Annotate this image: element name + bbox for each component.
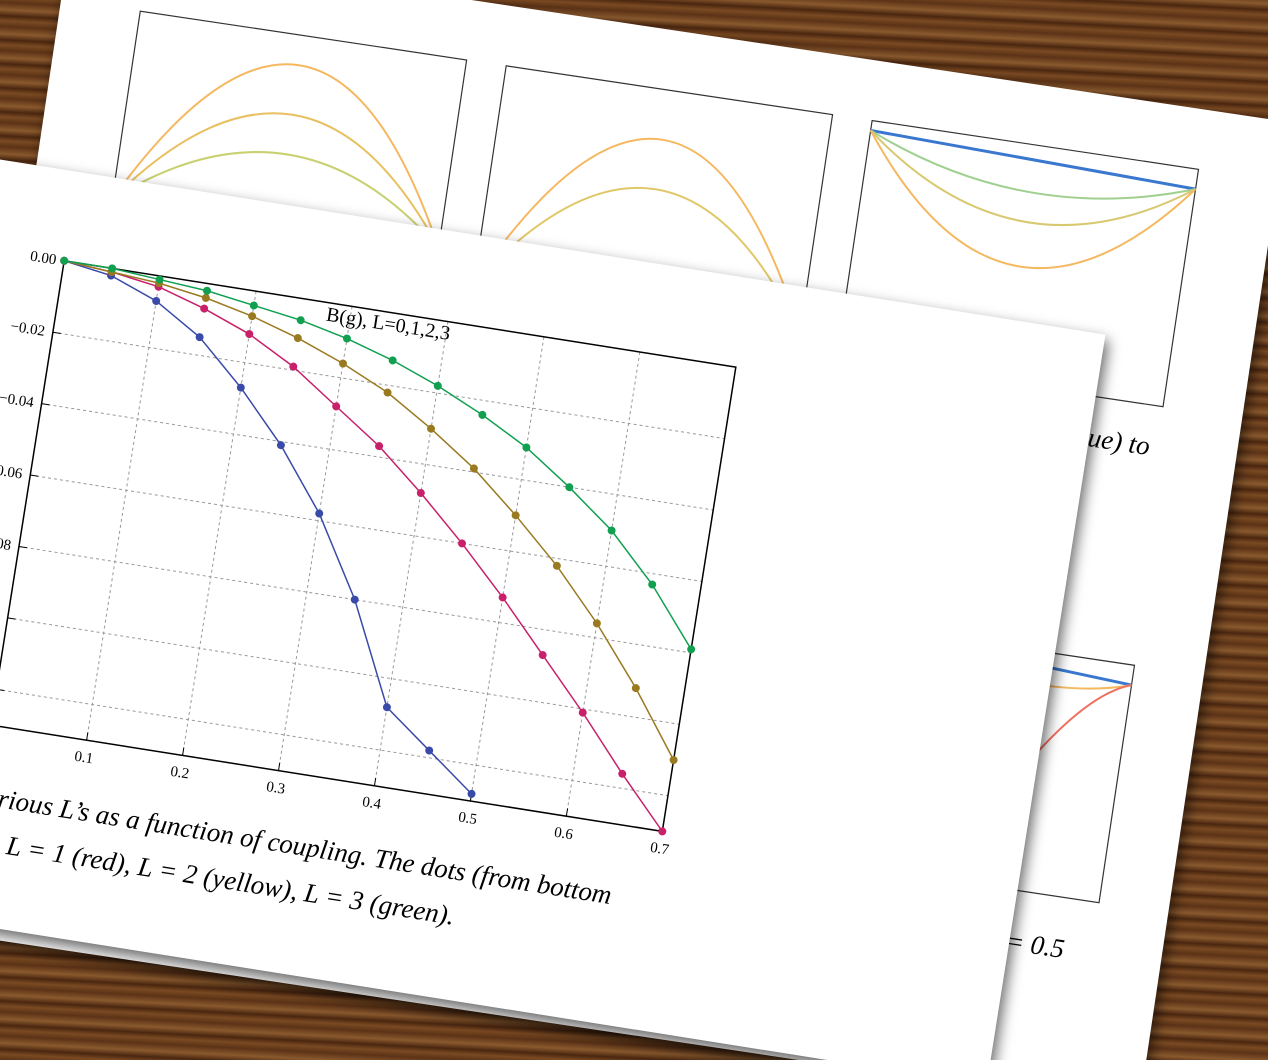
data-dot xyxy=(552,561,561,570)
grid-line xyxy=(278,306,353,771)
data-dot xyxy=(332,402,341,411)
data-dot xyxy=(592,619,601,628)
data-dot xyxy=(276,441,285,450)
tick-mark xyxy=(7,617,16,620)
data-dot xyxy=(202,286,211,295)
grid-line xyxy=(565,351,641,817)
tick-mark xyxy=(182,747,185,756)
data-dot xyxy=(498,593,507,602)
plot-frame xyxy=(0,259,737,833)
y-tick-label: −0.04 xyxy=(0,390,35,411)
y-tick-label: −0.02 xyxy=(9,319,46,340)
data-dot xyxy=(236,383,245,392)
data-dot xyxy=(433,381,442,390)
x-tick-label: 0.4 xyxy=(361,794,383,813)
data-dot xyxy=(155,275,164,284)
x-tick-label: 0.2 xyxy=(169,764,190,783)
x-tick-label: 0.5 xyxy=(457,809,478,828)
data-dot xyxy=(687,645,696,654)
data-dot xyxy=(338,359,347,368)
x-tick-label: 0.3 xyxy=(265,779,286,798)
data-dot xyxy=(152,296,161,305)
tick-mark xyxy=(278,762,281,771)
x-tick-label: 0.1 xyxy=(73,749,94,768)
data-dot xyxy=(249,301,258,310)
data-dot xyxy=(467,789,476,798)
data-dot xyxy=(618,769,627,778)
grid-line xyxy=(182,291,257,756)
tick-mark xyxy=(0,688,5,692)
data-dot xyxy=(669,755,678,764)
grid-line xyxy=(7,617,680,725)
tick-mark xyxy=(41,403,50,406)
grid-line xyxy=(86,275,161,741)
series-line xyxy=(63,260,473,795)
data-dot xyxy=(245,330,254,339)
y-tick-label: −0.10 xyxy=(0,604,1,625)
data-dot xyxy=(478,410,487,419)
tick-mark xyxy=(18,545,27,549)
data-dot xyxy=(350,595,359,604)
data-dot xyxy=(658,827,667,836)
data-dot xyxy=(60,256,69,265)
data-dot xyxy=(427,424,436,433)
grid-line xyxy=(469,336,545,802)
data-dot xyxy=(293,334,302,343)
data-dot xyxy=(511,511,520,520)
data-dot xyxy=(383,388,392,397)
data-dot xyxy=(565,483,574,492)
data-dot xyxy=(201,293,210,302)
chart: B(g), L=0,1,2,3 nergies for various L’s … xyxy=(0,249,737,931)
data-dot xyxy=(195,333,204,342)
data-dot xyxy=(248,312,257,321)
grid-line xyxy=(52,331,725,440)
series-line xyxy=(64,260,663,832)
y-tick-label: 0.00 xyxy=(29,249,57,269)
data-dot xyxy=(289,362,298,371)
grid-line xyxy=(0,688,669,797)
data-dot xyxy=(648,580,657,589)
data-dot xyxy=(578,708,587,717)
grid-line xyxy=(30,474,702,582)
tick-mark xyxy=(86,732,89,741)
data-dot xyxy=(200,304,209,313)
data-dot xyxy=(342,334,351,343)
data-dot xyxy=(296,316,305,325)
data-dot xyxy=(375,442,384,451)
data-dot xyxy=(458,539,467,548)
data-dot xyxy=(382,703,391,712)
tick-mark xyxy=(30,474,39,477)
data-dot xyxy=(388,356,397,365)
grid-line xyxy=(18,545,691,654)
data-dot xyxy=(631,684,640,693)
grid-line xyxy=(41,403,714,511)
data-dot xyxy=(425,746,434,755)
data-dot xyxy=(416,488,425,497)
data-dot xyxy=(469,464,478,473)
y-tick-label: −0.08 xyxy=(0,533,12,554)
data-dot xyxy=(607,526,616,535)
data-dot xyxy=(315,509,324,518)
data-dot xyxy=(108,264,117,273)
tick-mark xyxy=(565,808,569,817)
x-tick-label: 0.6 xyxy=(553,825,575,844)
front-page: B(g), L=0,1,2,3 nergies for various L’s … xyxy=(0,150,1106,1060)
y-tick-label: −0.06 xyxy=(0,461,24,482)
series-line xyxy=(64,260,675,761)
x-tick-label: 0.7 xyxy=(649,840,671,859)
data-dot xyxy=(522,443,531,452)
data-dot xyxy=(538,651,547,660)
tick-mark xyxy=(373,777,377,786)
tick-mark xyxy=(52,331,61,334)
